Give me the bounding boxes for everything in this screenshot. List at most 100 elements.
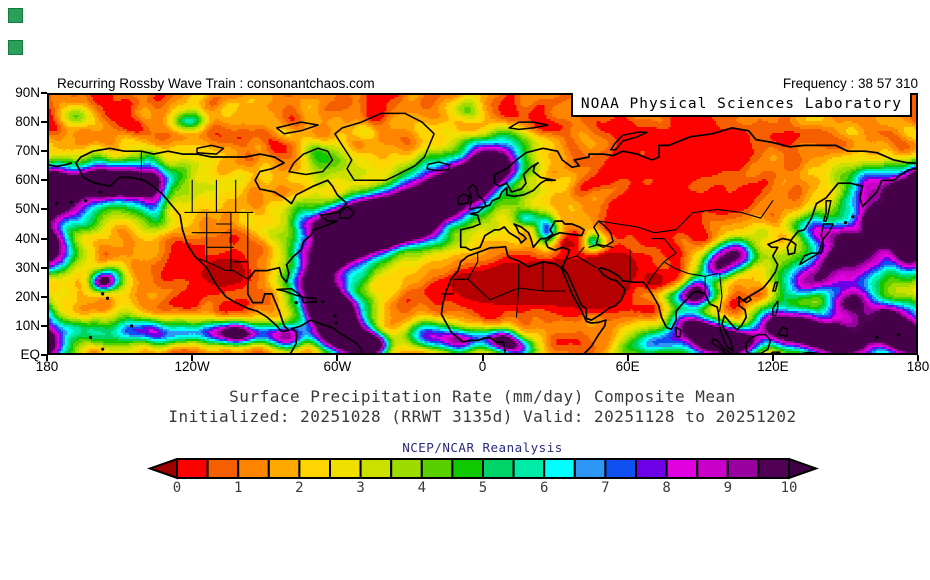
coastline-path bbox=[566, 246, 585, 260]
x-axis-tick bbox=[771, 355, 774, 361]
colorbar-tick-label: 10 bbox=[780, 480, 798, 496]
x-axis-label: 180 bbox=[35, 359, 59, 374]
coastline-path bbox=[301, 296, 318, 304]
coastline-path bbox=[675, 326, 682, 339]
coastline-path bbox=[457, 193, 470, 205]
coastline-path bbox=[440, 252, 479, 295]
y-axis-tick bbox=[41, 92, 47, 94]
island-dot bbox=[84, 199, 88, 203]
colorbar-cell bbox=[696, 458, 729, 479]
colorbar-cell bbox=[206, 458, 240, 479]
coastline-path bbox=[798, 351, 825, 355]
colorbar bbox=[146, 458, 820, 480]
plot-title: Surface Precipitation Rate (mm/day) Comp… bbox=[229, 387, 736, 406]
coastline-path bbox=[542, 261, 566, 292]
plot-subtitle: Initialized: 20251028 (RRWT 3135d) Valid… bbox=[168, 407, 797, 426]
coastline-path bbox=[609, 131, 648, 151]
y-axis-label: 80N bbox=[15, 114, 40, 130]
colorbar-cell bbox=[573, 458, 607, 479]
coastline-path bbox=[598, 200, 774, 234]
coastline-path bbox=[743, 296, 752, 304]
y-axis-tick bbox=[41, 179, 47, 182]
colorbar-tick-label: 4 bbox=[417, 480, 427, 496]
y-axis-tick bbox=[41, 324, 47, 327]
y-axis-tick bbox=[41, 150, 47, 153]
coastline-path bbox=[593, 220, 614, 248]
coastline-path bbox=[769, 351, 781, 355]
y-axis-label: 50N bbox=[15, 201, 40, 217]
coastline-path bbox=[576, 255, 597, 269]
coastline-path bbox=[288, 147, 334, 176]
colorbar-cell bbox=[543, 458, 576, 479]
coastline-path bbox=[290, 319, 363, 355]
colorbar-cell bbox=[512, 458, 546, 479]
colorbar-cell bbox=[390, 458, 423, 479]
coastline-path bbox=[276, 121, 319, 135]
y-axis-tick bbox=[41, 121, 47, 124]
coastline-path bbox=[75, 147, 348, 333]
colorbar-cell bbox=[329, 458, 362, 479]
colorbar-tick-label: 6 bbox=[539, 480, 549, 496]
coastline-path bbox=[196, 144, 225, 155]
colorbar-cell bbox=[359, 458, 393, 479]
coastline-path bbox=[798, 223, 835, 266]
colorbar-tick-label: 0 bbox=[172, 480, 182, 496]
island-dot bbox=[897, 333, 901, 337]
y-axis-tick bbox=[41, 237, 47, 240]
x-axis-label: 60W bbox=[323, 359, 352, 374]
island-dot bbox=[69, 200, 73, 204]
island-dot bbox=[294, 301, 298, 305]
y-axis-label: EQ bbox=[20, 347, 40, 362]
colorbar-cell bbox=[635, 458, 668, 479]
x-axis-tick bbox=[46, 355, 48, 361]
colorbar-tick-label: 5 bbox=[478, 480, 488, 496]
coastline-path bbox=[276, 287, 304, 298]
noaa-psl-banner: NOAA Physical Sciences Laboratory bbox=[570, 93, 912, 117]
island-dot bbox=[101, 347, 105, 351]
x-axis-tick bbox=[917, 355, 919, 361]
coastline-path bbox=[646, 238, 677, 286]
y-axis-label: 90N bbox=[15, 85, 40, 100]
coastline-path bbox=[334, 112, 435, 182]
coastline-path bbox=[776, 326, 789, 337]
coastline-path bbox=[467, 183, 487, 211]
coastline-path bbox=[288, 327, 298, 355]
y-axis-label: 30N bbox=[15, 259, 40, 275]
coastline-path bbox=[745, 333, 772, 355]
coastline-path bbox=[339, 205, 356, 219]
colorbar-tick-label: 9 bbox=[723, 480, 733, 496]
world-map: NOAA Physical Sciences Laboratory bbox=[47, 93, 918, 355]
island-dot bbox=[105, 296, 110, 300]
coastline-path bbox=[426, 161, 451, 172]
x-axis-tick bbox=[626, 355, 629, 361]
island-dot bbox=[851, 215, 855, 219]
y-axis-label: 70N bbox=[15, 143, 40, 159]
island-dot bbox=[98, 190, 102, 194]
x-axis-label: 180 bbox=[906, 359, 930, 374]
x-axis-tick bbox=[336, 355, 339, 361]
colorbar-cell bbox=[665, 458, 699, 479]
coastlines-overlay bbox=[47, 112, 918, 355]
y-axis-label: 20N bbox=[15, 288, 40, 304]
island-dot bbox=[843, 220, 848, 225]
colorbar-cell bbox=[176, 458, 209, 479]
colorbar-cell bbox=[267, 458, 301, 479]
y-axis-tick bbox=[41, 208, 47, 211]
colorbar-cell bbox=[237, 458, 270, 479]
colorbar-tick-label: 3 bbox=[356, 480, 365, 496]
y-axis-label: 60N bbox=[15, 172, 40, 188]
colorbar-cell bbox=[298, 458, 331, 479]
plot-header-left: Recurring Rossby Wave Train : consonantc… bbox=[57, 76, 375, 91]
coastline-path bbox=[711, 338, 733, 355]
y-axis-label: 10N bbox=[15, 317, 40, 333]
island-dot bbox=[321, 300, 325, 304]
coastline-path bbox=[588, 243, 614, 248]
island-dot bbox=[88, 335, 93, 340]
x-axis-tick bbox=[191, 355, 194, 361]
y-axis-tick bbox=[41, 266, 47, 269]
coastline-path bbox=[508, 121, 549, 131]
x-axis-label: 60E bbox=[615, 359, 640, 374]
colorbar-cell bbox=[726, 458, 760, 479]
colorbar-tick-label: 8 bbox=[662, 480, 671, 496]
data-source-label: NCEP/NCAR Reanalysis bbox=[402, 440, 563, 455]
